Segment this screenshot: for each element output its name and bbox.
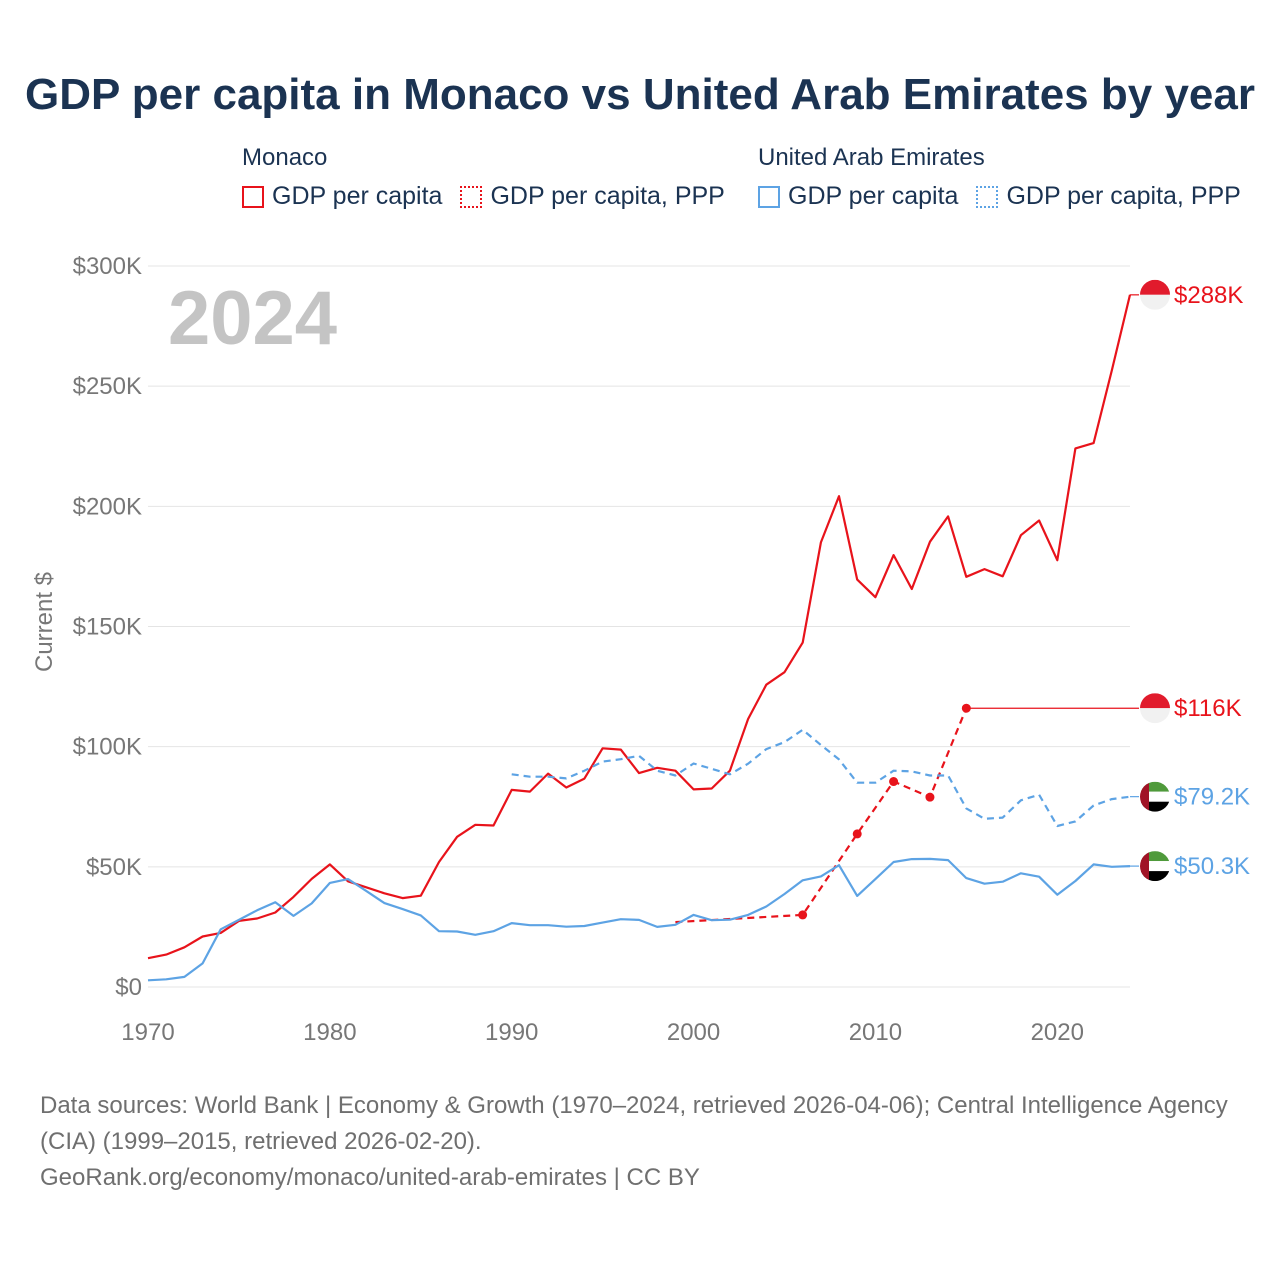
legend-country-label: United Arab Emirates [758, 144, 985, 171]
y-tick-label: $250K [73, 373, 142, 400]
flag-stripe-white [1140, 708, 1170, 724]
legend-item-label: GDP per capita [788, 182, 959, 210]
y-tick-label: $100K [73, 734, 142, 761]
flag-stripe-black [1140, 871, 1170, 882]
legend-item-monaco-gdp[interactable]: GDP per capita [242, 182, 442, 211]
series-layer [147, 294, 1139, 982]
y-tick-label: $150K [73, 614, 142, 641]
line-chart: $0 $50K $100K $150K $200K $250K $300K 1970 1980… [31, 253, 1250, 1046]
legend-item-monaco-ppp[interactable]: GDP per capita, PPP [460, 182, 725, 211]
flag-stripe-black [1140, 801, 1170, 812]
flag-stripe-white [1140, 861, 1170, 872]
series-line-1 [675, 707, 968, 924]
end-labels: $288K $116K $50.3K $79.2K [1140, 279, 1250, 882]
grid-lines [148, 265, 1130, 988]
monaco-flag-icon [1140, 279, 1170, 310]
y-axis: $0 $50K $100K $150K $200K $250K $300K [73, 253, 142, 1001]
series-point [889, 777, 899, 787]
y-axis-title: Current $ [31, 572, 58, 672]
year-badge: 2024 [168, 276, 337, 361]
x-axis: 1970 1980 1990 2000 2010 2020 [121, 1019, 1084, 1046]
legend-item-uae-ppp[interactable]: GDP per capita, PPP [976, 182, 1241, 211]
series-line-0 [147, 294, 1132, 960]
page-title: GDP per capita in Monaco vs United Arab … [25, 70, 1255, 119]
monaco-flag-icon [1140, 693, 1170, 724]
x-tick-label: 2020 [1031, 1019, 1084, 1046]
series-line-3 [511, 728, 1131, 828]
legend-item-uae-gdp[interactable]: GDP per capita [758, 182, 958, 211]
flag-stripe-green [1140, 851, 1170, 862]
uae-flag-icon [1140, 851, 1170, 882]
footer: Data sources: World Bank | Economy & Gro… [40, 1088, 1250, 1196]
flag-stripe-red [1140, 781, 1149, 812]
flag-body [1140, 693, 1170, 724]
flag-body [1140, 851, 1170, 882]
x-tick-label: 2010 [849, 1019, 902, 1046]
flag-stripe-green [1140, 781, 1170, 792]
flag-body [1140, 781, 1170, 812]
flag-stripe-red [1140, 279, 1170, 295]
x-tick-label: 1980 [303, 1019, 356, 1046]
legend-item-label: GDP per capita [272, 182, 443, 210]
y-tick-label: $200K [73, 493, 142, 520]
legend-item-label: GDP per capita, PPP [490, 182, 725, 210]
series-end-label: $288K [1174, 282, 1243, 309]
x-tick-label: 2000 [667, 1019, 720, 1046]
legend-swatch-solid-icon [758, 185, 780, 208]
legend-monaco: Monaco GDP per capita GDP per capita, PP… [242, 144, 743, 211]
flag-stripe-red [1140, 693, 1170, 709]
uae-flag-icon [1140, 781, 1170, 812]
y-tick-label: $0 [115, 974, 142, 1001]
series-line-2 [147, 857, 1131, 982]
credit-link[interactable]: GeoRank.org/economy/monaco/united-arab-e… [40, 1164, 700, 1191]
x-tick-label: 1970 [121, 1019, 174, 1046]
flag-body [1140, 279, 1170, 310]
y-tick-label: $300K [73, 253, 142, 280]
legend-uae: United Arab Emirates GDP per capita GDP … [758, 144, 1241, 211]
flag-stripe-white [1140, 791, 1170, 802]
legend-swatch-dotted-icon [976, 185, 999, 208]
y-tick-label: $50K [86, 854, 142, 881]
series-end-label: $79.2K [1174, 784, 1250, 811]
series-point [798, 910, 808, 920]
data-sources: Data sources: World Bank | Economy & Gro… [40, 1092, 1228, 1155]
series-end-label: $50.3K [1174, 853, 1250, 880]
flag-stripe-red [1140, 851, 1149, 882]
legend-country-label: Monaco [242, 144, 328, 171]
legend-swatch-solid-icon [242, 185, 264, 208]
series-point [925, 792, 935, 802]
series-end-label: $116K [1174, 695, 1242, 722]
series-point [852, 829, 862, 839]
x-tick-label: 1990 [485, 1019, 538, 1046]
legend-item-label: GDP per capita, PPP [1006, 182, 1241, 210]
flag-stripe-white [1140, 294, 1170, 310]
legend-swatch-dotted-icon [460, 185, 483, 208]
